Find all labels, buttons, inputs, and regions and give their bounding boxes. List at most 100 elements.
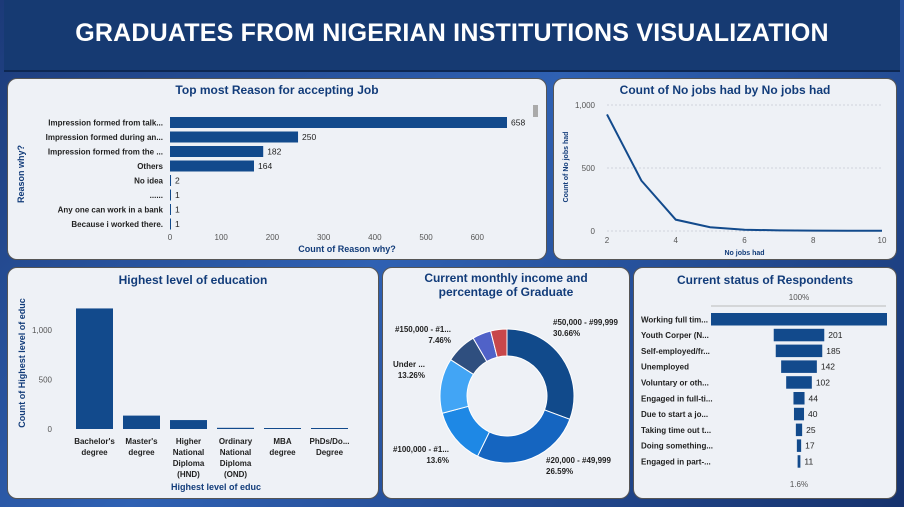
reason-chart-panel[interactable]: Top most Reason for accepting Job Impres… [7,78,547,260]
reason-value-label: 658 [511,118,525,128]
education-category-label: Ordinary National Diploma (OND) [219,437,253,479]
education-category-label: Master's degree [125,437,158,457]
status-chart: 100% Working full tim... Youth Corper (N..… [641,293,887,489]
nojobs-y-tick: 500 [582,164,596,173]
nojobs-chart: 0 500 1,000 2 4 6 8 10 No jobs had Count of No jo… [563,101,887,257]
dashboard-header: GRADUATES FROM NIGERIAN INSTITUTIONS VIS… [4,0,900,72]
nojobs-x-axis-label: No jobs had [724,250,764,257]
nojobs-y-tick: 0 [591,227,596,236]
status-chart-panel[interactable]: Current status of Respondents 100% Workin… [633,267,897,499]
status-category-label: Working full tim... [641,315,708,324]
reason-x-tick: 500 [419,233,433,242]
status-category-label: Doing something... [641,442,713,451]
status-category-label: Engaged in part-... [641,457,711,466]
status-value-label: 25 [806,425,816,435]
income-chart: #50,000 - #99,999 30.66% #20,000 - #49,999… [393,318,619,476]
status-bar [793,392,805,405]
income-slice-percent: 13.26% [398,371,425,380]
reason-value-label: 1 [175,205,180,215]
reason-category-label: Impression formed from the ... [48,148,163,157]
reason-value-label: 2 [175,176,180,186]
education-bar [170,420,207,429]
status-category-label: Self-employed/fr... [641,347,710,356]
income-slice-percent: 26.59% [546,467,573,476]
nojobs-y-tick: 1,000 [575,101,596,110]
reason-category-label: ...... [150,191,163,200]
reason-x-tick: 0 [168,233,173,242]
education-chart-panel[interactable]: Highest level of education 0 500 1,000 Bach… [7,267,379,499]
status-chart-title: Current status of Respondents [676,273,853,287]
reason-value-label: 164 [258,161,272,171]
status-bar [781,360,817,373]
status-value-label: 201 [828,330,842,340]
reason-category-label: Because i worked there. [71,220,163,229]
reason-x-tick: 100 [215,233,229,242]
reason-x-tick: 200 [266,233,280,242]
education-category-label: Higher National Diploma (HND) [173,437,205,479]
nojobs-x-tick: 6 [742,236,747,245]
nojobs-x-tick: 10 [878,236,887,245]
status-bar [773,328,825,342]
reason-y-axis-label: Reason why? [16,145,26,203]
status-bar [711,313,887,326]
reason-value-label: 1 [175,219,180,229]
status-category-label: Taking time out t... [641,426,711,435]
status-top-percent: 100% [789,293,809,302]
reason-bar [170,204,171,215]
status-value-label: 142 [821,362,835,372]
reason-category-label: Any one can work in a bank [58,206,164,215]
reason-bar [170,117,507,128]
reason-value-label: 250 [302,132,316,142]
education-bar [264,428,301,429]
education-category-label: MBA degree [269,437,296,457]
income-slice-percent: 30.66% [553,329,580,338]
reason-bar [170,160,254,172]
income-slice [506,328,575,420]
reason-bar [170,175,172,186]
education-y-tick: 500 [39,375,53,384]
dashboard-title: GRADUATES FROM NIGERIAN INSTITUTIONS VIS… [75,19,829,47]
status-value-label: 17 [805,441,815,451]
nojobs-x-tick: 4 [674,236,679,245]
education-y-tick: 1,000 [32,326,53,335]
education-y-axis-label: Count of Highest level of educ [17,298,27,428]
income-slice-percent: 7.46% [428,336,451,345]
reason-x-tick: 300 [317,233,331,242]
status-value-label: 44 [809,393,819,403]
reason-category-label: Impression formed during an... [46,133,163,142]
income-slice-label: #50,000 - #99,999 [553,318,618,327]
income-slice-label: #100,000 - #1... [393,445,449,454]
status-bar [796,439,802,452]
income-slice-label: #150,000 - #1... [395,325,451,334]
status-category-label: Engaged in full-ti... [641,394,713,403]
income-slice-label: #20,000 - #49,999 [546,456,611,465]
reason-value-label: 1 [175,190,180,200]
reason-category-label: Impression formed from talk... [48,119,163,128]
reason-bar [170,189,171,201]
education-bar [123,415,160,429]
status-value-label: 11 [804,456,813,466]
reason-chart: Impression formed from talk... 658 Impress… [16,105,538,254]
reason-bar [170,218,171,230]
nojobs-x-tick: 8 [811,236,816,245]
nojobs-chart-title: Count of No jobs had by No jobs had [619,83,831,97]
nojobs-chart-panel[interactable]: Count of No jobs had by No jobs had 0 500… [553,78,897,260]
reason-category-label: No idea [134,177,163,186]
education-chart-title: Highest level of education [118,273,268,287]
education-bar [311,428,348,429]
status-value-label: 102 [816,377,830,387]
reason-x-tick: 600 [471,233,485,242]
income-chart-panel[interactable]: Current monthly income and percentage of… [382,267,630,499]
status-bar [795,423,803,437]
reason-scrollbar [533,105,538,117]
reason-category-label: Others [137,162,163,171]
status-category-label: Youth Corper (N... [641,331,709,340]
income-slice-percent: 13.6% [426,456,449,465]
status-category-label: Due to start a jo... [641,410,708,419]
status-bar [775,344,823,358]
education-category-label: PhDs/Do... Degree [309,437,349,457]
reason-bar [170,131,299,143]
status-value-label: 40 [808,409,818,419]
nojobs-y-axis-label: Count of No jobs had [563,132,570,203]
education-category-label: Bachelor's degree [74,437,115,457]
